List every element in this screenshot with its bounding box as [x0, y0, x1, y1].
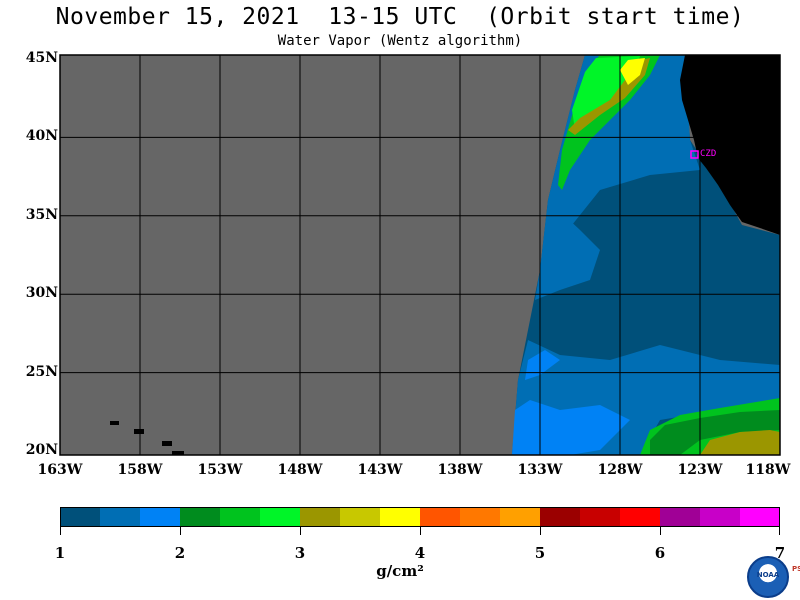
- colorbar-swatch: [220, 507, 260, 527]
- lon-label: 118W: [745, 462, 791, 478]
- lat-label: 40N: [25, 128, 58, 145]
- colorbar-swatch: [700, 507, 740, 527]
- lat-label: 25N: [25, 363, 58, 380]
- swath-yellow-north: [620, 58, 645, 85]
- colorbar-swatch: [740, 507, 780, 527]
- colorbar-swatch: [300, 507, 340, 527]
- colorbar-unit: g/cm²: [376, 562, 424, 580]
- colorbar-swatch: [500, 507, 540, 527]
- swath-light-blue-lower: [512, 400, 630, 455]
- map-frame: [59, 54, 781, 456]
- lat-label: 45N: [25, 50, 58, 66]
- colorbar-swatch: [180, 507, 220, 527]
- psl-logo-text: PSL: [792, 565, 800, 573]
- colorbar-swatch: [460, 507, 500, 527]
- lon-label: 158W: [117, 462, 163, 478]
- lon-label: 128W: [597, 462, 643, 478]
- swath-dark-green-south: [650, 410, 780, 455]
- colorbar-tick-mark: [420, 527, 421, 535]
- colorbar-swatch: [100, 507, 140, 527]
- map-title: November 15, 2021 13-15 UTC (Orbit start…: [55, 4, 745, 30]
- lon-label: 143W: [357, 462, 403, 478]
- land-north-america: [680, 55, 780, 235]
- lon-label: 163W: [37, 462, 83, 478]
- colorbar-tick-mark: [180, 527, 181, 535]
- swath-olive-south: [700, 430, 780, 455]
- land-hawaii-maui: [162, 441, 172, 446]
- colorbar-tick-label: 7: [774, 544, 786, 562]
- lon-label: 123W: [677, 462, 723, 478]
- lon-label: 133W: [517, 462, 563, 478]
- colorbar-swatch: [340, 507, 380, 527]
- land-hawaii-oahu: [134, 429, 144, 434]
- colorbar-swatch: [260, 507, 300, 527]
- land-hawaii-big-island: [172, 451, 184, 455]
- colorbar-tick-label: 2: [174, 544, 186, 562]
- colorbar-tick-label: 3: [294, 544, 306, 562]
- colorbar-swatch: [140, 507, 180, 527]
- map-subtitle: Water Vapor (Wentz algorithm): [277, 33, 523, 49]
- colorbar-tick-label: 1: [54, 544, 66, 562]
- lat-label: 20N: [25, 442, 58, 458]
- lon-label: 153W: [197, 462, 243, 478]
- noaa-logo: NOAA: [747, 556, 789, 598]
- colorbar-swatch: [540, 507, 580, 527]
- colorbar-swatch: [60, 507, 100, 527]
- station-label: CZD: [700, 149, 716, 159]
- lat-label: 35N: [25, 206, 58, 223]
- colorbar-swatch: [580, 507, 620, 527]
- lon-label: 148W: [277, 462, 323, 478]
- station-marker: [690, 150, 699, 159]
- colorbar-swatch: [380, 507, 420, 527]
- colorbar-tick-label: 6: [654, 544, 666, 562]
- swath-mid-blue-left: [535, 200, 600, 300]
- colorbar-tick-mark: [660, 527, 661, 535]
- colorbar-tick-label: 4: [414, 544, 426, 562]
- colorbar-tick-mark: [300, 527, 301, 535]
- colorbar-swatch: [420, 507, 460, 527]
- colorbar-swatch: [660, 507, 700, 527]
- colorbar-tick-mark: [60, 527, 61, 535]
- colorbar-tick-mark: [540, 527, 541, 535]
- colorbar-tick-mark: [779, 527, 780, 535]
- lat-label: 30N: [25, 285, 58, 302]
- colorbar-swatch: [620, 507, 660, 527]
- land-hawaii-kauai: [110, 421, 119, 425]
- lon-label: 138W: [437, 462, 483, 478]
- colorbar-frame: [60, 507, 780, 527]
- colorbar-tick-label: 5: [534, 544, 546, 562]
